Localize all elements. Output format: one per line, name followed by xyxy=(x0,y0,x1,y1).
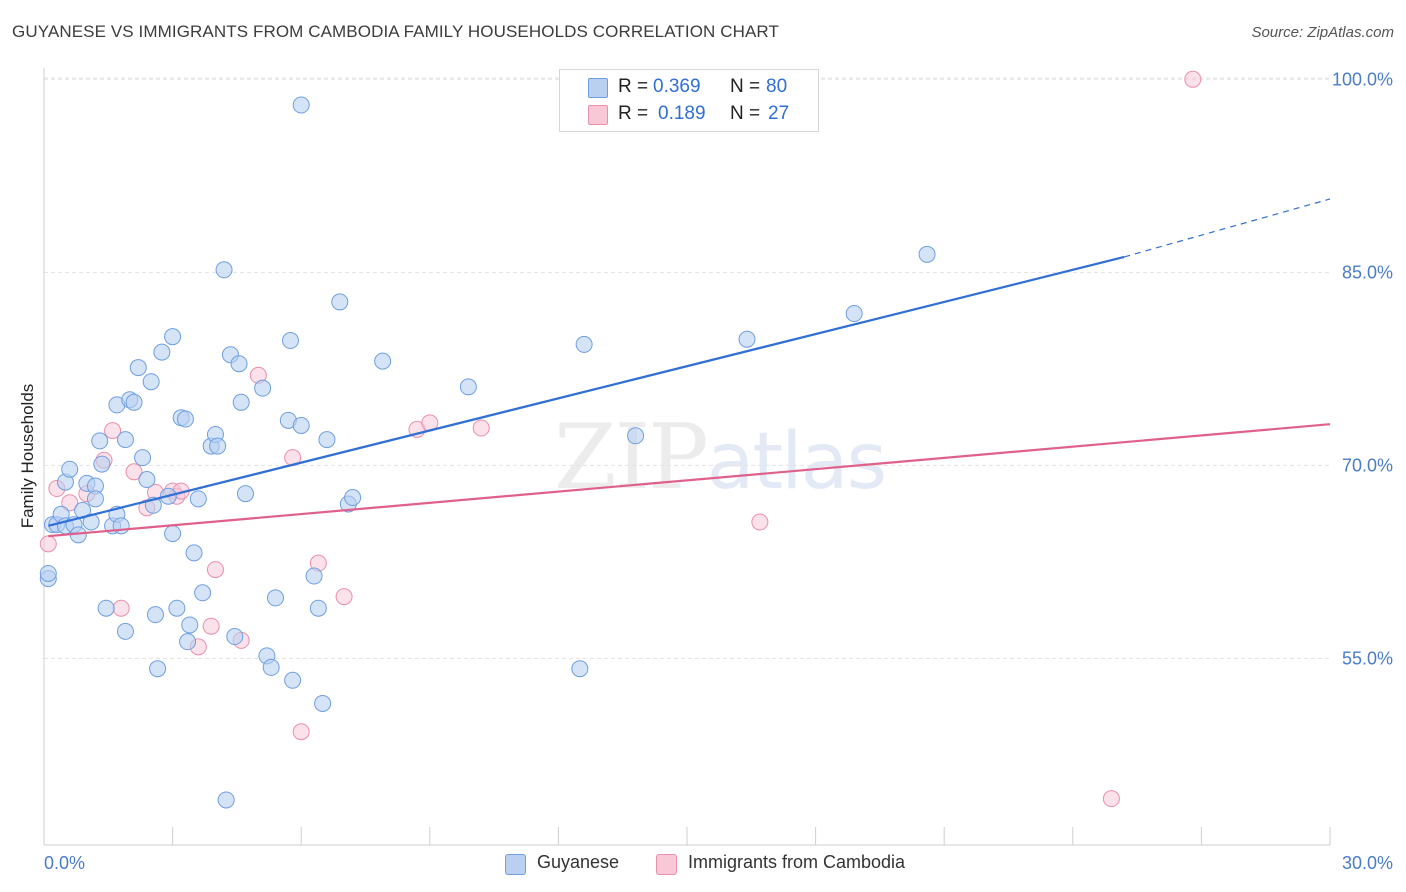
guyanese-point xyxy=(215,261,233,279)
n-value: 80 xyxy=(766,76,788,97)
guyanese-point xyxy=(575,335,593,353)
guyanese-point xyxy=(627,427,645,445)
guyanese-point xyxy=(134,449,152,467)
guyanese-point xyxy=(292,96,310,114)
guyanese-point xyxy=(112,517,130,535)
guyanese-point xyxy=(918,245,936,263)
guyanese-point xyxy=(129,359,147,377)
chart-title: GUYANESE VS IMMIGRANTS FROM CAMBODIA FAM… xyxy=(12,22,779,41)
guyanese-point xyxy=(284,671,302,689)
guyanese-point xyxy=(230,355,248,373)
guyanese-point xyxy=(86,490,104,508)
guyanese-point xyxy=(168,599,186,617)
correlation-legend: R = 0.369 N = 80 R = 0.189 N = 27 xyxy=(559,69,819,132)
guyanese-swatch xyxy=(588,78,608,98)
cambodia-trend-line xyxy=(48,423,1331,538)
y-tick-label: 85.0% xyxy=(1342,262,1393,282)
r-value: 0.189 xyxy=(658,103,706,124)
guyanese-trend-line xyxy=(48,255,1125,527)
n-value: 27 xyxy=(768,103,790,124)
y-tick-label: 55.0% xyxy=(1342,648,1393,668)
n-label: N = xyxy=(730,76,761,97)
r-label: R = xyxy=(618,76,649,97)
guyanese-point xyxy=(571,660,589,678)
guyanese-point xyxy=(116,431,134,449)
guyanese-point xyxy=(292,416,310,434)
guyanese-point xyxy=(176,410,194,428)
guyanese-point xyxy=(226,628,244,646)
guyanese-point xyxy=(61,460,79,478)
cambodia-point xyxy=(1184,70,1202,88)
guyanese-legend-swatch xyxy=(505,854,526,875)
cambodia-point xyxy=(39,535,57,553)
guyanese-point xyxy=(164,328,182,346)
guyanese-point xyxy=(39,564,57,582)
x-tick-label: 30.0% xyxy=(1342,853,1393,873)
guyanese-point xyxy=(459,378,477,396)
guyanese-point xyxy=(194,584,212,602)
x-tick-label: 0.0% xyxy=(44,853,85,873)
guyanese-point xyxy=(116,622,134,640)
watermark: ZIPatlas xyxy=(554,405,887,510)
guyanese-point xyxy=(91,432,109,450)
r-label: R = xyxy=(618,103,649,124)
guyanese-point xyxy=(164,525,182,543)
cambodia-point xyxy=(202,617,220,635)
n-label: N = xyxy=(730,103,761,124)
guyanese-point xyxy=(179,633,197,651)
guyanese-point xyxy=(305,567,323,585)
guyanese-point xyxy=(318,431,336,449)
watermark-zip: ZIP xyxy=(554,405,709,510)
cambodia-point xyxy=(751,513,769,531)
guyanese-point xyxy=(331,293,349,311)
guyanese-point xyxy=(217,791,235,809)
guyanese-point xyxy=(185,544,203,562)
legend-label-cambodia: Immigrants from Cambodia xyxy=(688,852,906,872)
guyanese-point xyxy=(97,599,115,617)
guyanese-point xyxy=(125,393,143,411)
source-label: Source: ZipAtlas.com xyxy=(1251,24,1394,41)
guyanese-point xyxy=(845,305,863,323)
guyanese-point xyxy=(254,379,272,397)
guyanese-point xyxy=(93,455,111,473)
cambodia-point xyxy=(61,494,79,512)
cambodia-legend-swatch xyxy=(656,854,677,875)
cambodia-point xyxy=(1102,790,1120,808)
guyanese-point xyxy=(309,599,327,617)
cambodia-point xyxy=(125,463,143,481)
guyanese-point xyxy=(189,490,207,508)
guyanese-point xyxy=(142,373,160,391)
guyanese-point xyxy=(149,660,167,678)
r-value: 0.369 xyxy=(653,76,701,97)
guyanese-point xyxy=(262,658,280,676)
watermark-atlas: atlas xyxy=(706,417,887,507)
y-tick-label: 70.0% xyxy=(1342,455,1393,475)
series-legend: Guyanese Immigrants from Cambodia xyxy=(0,851,1406,877)
guyanese-point xyxy=(738,330,756,348)
cambodia-point xyxy=(206,561,224,579)
cambodia-point xyxy=(112,599,130,617)
guyanese-point xyxy=(82,513,100,531)
cambodia-swatch xyxy=(588,105,608,125)
guyanese-point xyxy=(181,616,199,634)
guyanese-point xyxy=(236,485,254,503)
guyanese-point xyxy=(153,343,171,361)
cambodia-point xyxy=(472,419,490,437)
legend-label-guyanese: Guyanese xyxy=(537,852,620,872)
guyanese-point xyxy=(344,489,362,507)
cambodia-point xyxy=(292,723,310,741)
guyanese-point xyxy=(281,332,299,350)
guyanese-trend-extension xyxy=(1124,198,1331,258)
guyanese-point xyxy=(374,352,392,370)
guyanese-point xyxy=(266,589,284,607)
guyanese-point xyxy=(209,437,227,455)
cambodia-point xyxy=(335,588,353,606)
guyanese-point xyxy=(232,393,250,411)
guyanese-point xyxy=(146,606,164,624)
guyanese-point xyxy=(314,694,332,712)
cambodia-point xyxy=(104,422,122,440)
guyanese-point xyxy=(138,471,156,489)
y-tick-label: 100.0% xyxy=(1332,69,1393,89)
